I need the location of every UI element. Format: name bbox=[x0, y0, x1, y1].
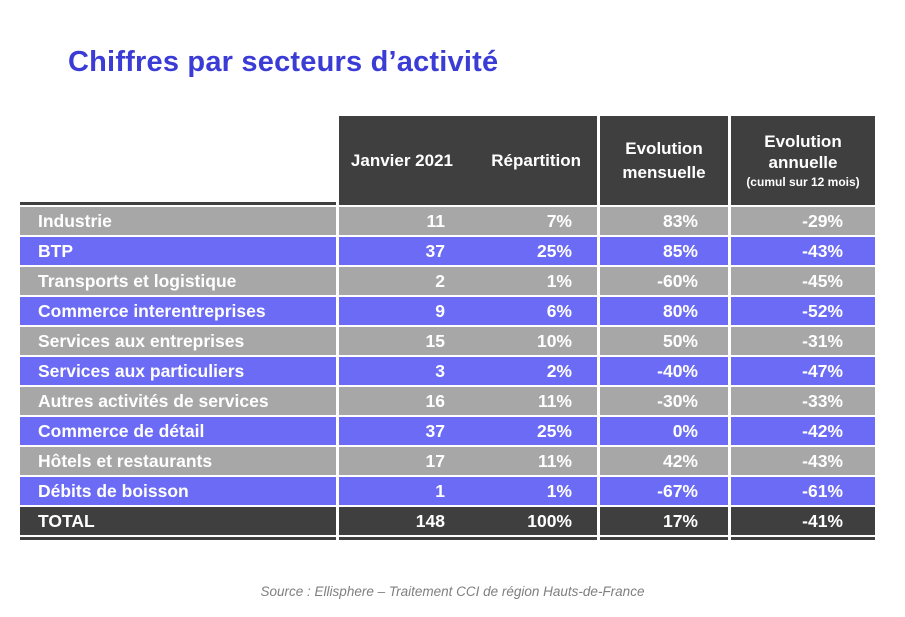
evolution-mensuelle-value: 85% bbox=[600, 237, 728, 265]
sector-table: Janvier 2021 Répartition Evolution mensu… bbox=[20, 116, 875, 540]
evolution-annuelle-value: -43% bbox=[731, 237, 875, 265]
evolution-annuelle-value: -33% bbox=[731, 387, 875, 415]
table-row-industrie: Industrie 11 7% 83% -29% bbox=[20, 207, 875, 235]
sector-label: Hôtels et restaurants bbox=[20, 447, 336, 475]
total-evolution-annuelle-value: -41% bbox=[731, 507, 875, 535]
total-evolution-mensuelle-value: 17% bbox=[600, 507, 728, 535]
repartition-value: 11% bbox=[459, 387, 597, 415]
table-row-hotels-restaurants: Hôtels et restaurants 17 11% 42% -43% bbox=[20, 447, 875, 475]
source-caption: Source : Ellisphere – Traitement CCI de … bbox=[260, 584, 645, 599]
repartition-value: 25% bbox=[459, 237, 597, 265]
total-repartition-value: 100% bbox=[459, 507, 597, 535]
evolution-mensuelle-value: -30% bbox=[600, 387, 728, 415]
table-row-btp: BTP 37 25% 85% -43% bbox=[20, 237, 875, 265]
janvier-value: 16 bbox=[339, 387, 459, 415]
table-bottom-border bbox=[20, 537, 875, 540]
sector-label: Industrie bbox=[20, 207, 336, 235]
header-evolution-annuelle-line2: annuelle bbox=[768, 153, 838, 172]
table-row-total: TOTAL 148 100% 17% -41% bbox=[20, 507, 875, 535]
repartition-value: 11% bbox=[459, 447, 597, 475]
evolution-mensuelle-value: -67% bbox=[600, 477, 728, 505]
header-repartition: Répartition bbox=[491, 150, 581, 170]
header-evolution-mensuelle-cell: Evolution mensuelle bbox=[600, 116, 728, 205]
janvier-value: 11 bbox=[339, 207, 459, 235]
janvier-value: 17 bbox=[339, 447, 459, 475]
sector-label: Transports et logistique bbox=[20, 267, 336, 295]
total-label: TOTAL bbox=[20, 507, 336, 535]
evolution-mensuelle-value: 83% bbox=[600, 207, 728, 235]
janvier-value: 3 bbox=[339, 357, 459, 385]
evolution-annuelle-value: -43% bbox=[731, 447, 875, 475]
table-row-services-entreprises: Services aux entreprises 15 10% 50% -31% bbox=[20, 327, 875, 355]
table-row-commerce-interentreprises: Commerce interentreprises 9 6% 80% -52% bbox=[20, 297, 875, 325]
janvier-value: 15 bbox=[339, 327, 459, 355]
total-janvier-value: 148 bbox=[339, 507, 459, 535]
sector-label: BTP bbox=[20, 237, 336, 265]
sector-label: Commerce interentreprises bbox=[20, 297, 336, 325]
header-evolution-annuelle-line1: Evolution bbox=[764, 131, 842, 151]
repartition-value: 10% bbox=[459, 327, 597, 355]
repartition-value: 1% bbox=[459, 267, 597, 295]
evolution-annuelle-value: -45% bbox=[731, 267, 875, 295]
evolution-mensuelle-value: 42% bbox=[600, 447, 728, 475]
repartition-value: 7% bbox=[459, 207, 597, 235]
repartition-value: 2% bbox=[459, 357, 597, 385]
header-evolution-mensuelle-line2: mensuelle bbox=[622, 162, 706, 182]
header-janvier-repartition-cell: Janvier 2021 Répartition bbox=[339, 116, 597, 205]
repartition-value: 6% bbox=[459, 297, 597, 325]
evolution-annuelle-value: -61% bbox=[731, 477, 875, 505]
table-row-services-particuliers: Services aux particuliers 3 2% -40% -47% bbox=[20, 357, 875, 385]
page-title: Chiffres par secteurs d’activité bbox=[68, 46, 499, 78]
header-evolution-annuelle-note: (cumul sur 12 mois) bbox=[746, 175, 860, 190]
evolution-annuelle-value: -47% bbox=[731, 357, 875, 385]
header-janvier-repartition-inner: Janvier 2021 Répartition bbox=[339, 151, 597, 171]
sector-label: Débits de boisson bbox=[20, 477, 336, 505]
janvier-value: 2 bbox=[339, 267, 459, 295]
evolution-mensuelle-value: 0% bbox=[600, 417, 728, 445]
janvier-value: 37 bbox=[339, 237, 459, 265]
evolution-mensuelle-value: 50% bbox=[600, 327, 728, 355]
evolution-mensuelle-value: -60% bbox=[600, 267, 728, 295]
evolution-annuelle-value: -31% bbox=[731, 327, 875, 355]
header-evolution-mensuelle-line1: Evolution bbox=[625, 138, 703, 158]
sector-label: Services aux entreprises bbox=[20, 327, 336, 355]
repartition-value: 25% bbox=[459, 417, 597, 445]
table-header-row: Janvier 2021 Répartition Evolution mensu… bbox=[20, 116, 875, 205]
janvier-value: 37 bbox=[339, 417, 459, 445]
sector-label: Services aux particuliers bbox=[20, 357, 336, 385]
evolution-annuelle-value: -42% bbox=[731, 417, 875, 445]
sector-label: Commerce de détail bbox=[20, 417, 336, 445]
table-row-transports: Transports et logistique 2 1% -60% -45% bbox=[20, 267, 875, 295]
evolution-mensuelle-value: -40% bbox=[600, 357, 728, 385]
header-evolution-annuelle-cell: Evolution annuelle (cumul sur 12 mois) bbox=[731, 116, 875, 205]
evolution-mensuelle-value: 80% bbox=[600, 297, 728, 325]
table-row-commerce-detail: Commerce de détail 37 25% 0% -42% bbox=[20, 417, 875, 445]
table-row-autres-activites: Autres activités de services 16 11% -30%… bbox=[20, 387, 875, 415]
header-janvier: Janvier 2021 bbox=[350, 150, 453, 170]
janvier-value: 1 bbox=[339, 477, 459, 505]
table-row-debits-boisson: Débits de boisson 1 1% -67% -61% bbox=[20, 477, 875, 505]
header-empty-cell bbox=[20, 116, 336, 205]
repartition-value: 1% bbox=[459, 477, 597, 505]
janvier-value: 9 bbox=[339, 297, 459, 325]
sector-label: Autres activités de services bbox=[20, 387, 336, 415]
evolution-annuelle-value: -29% bbox=[731, 207, 875, 235]
evolution-annuelle-value: -52% bbox=[731, 297, 875, 325]
